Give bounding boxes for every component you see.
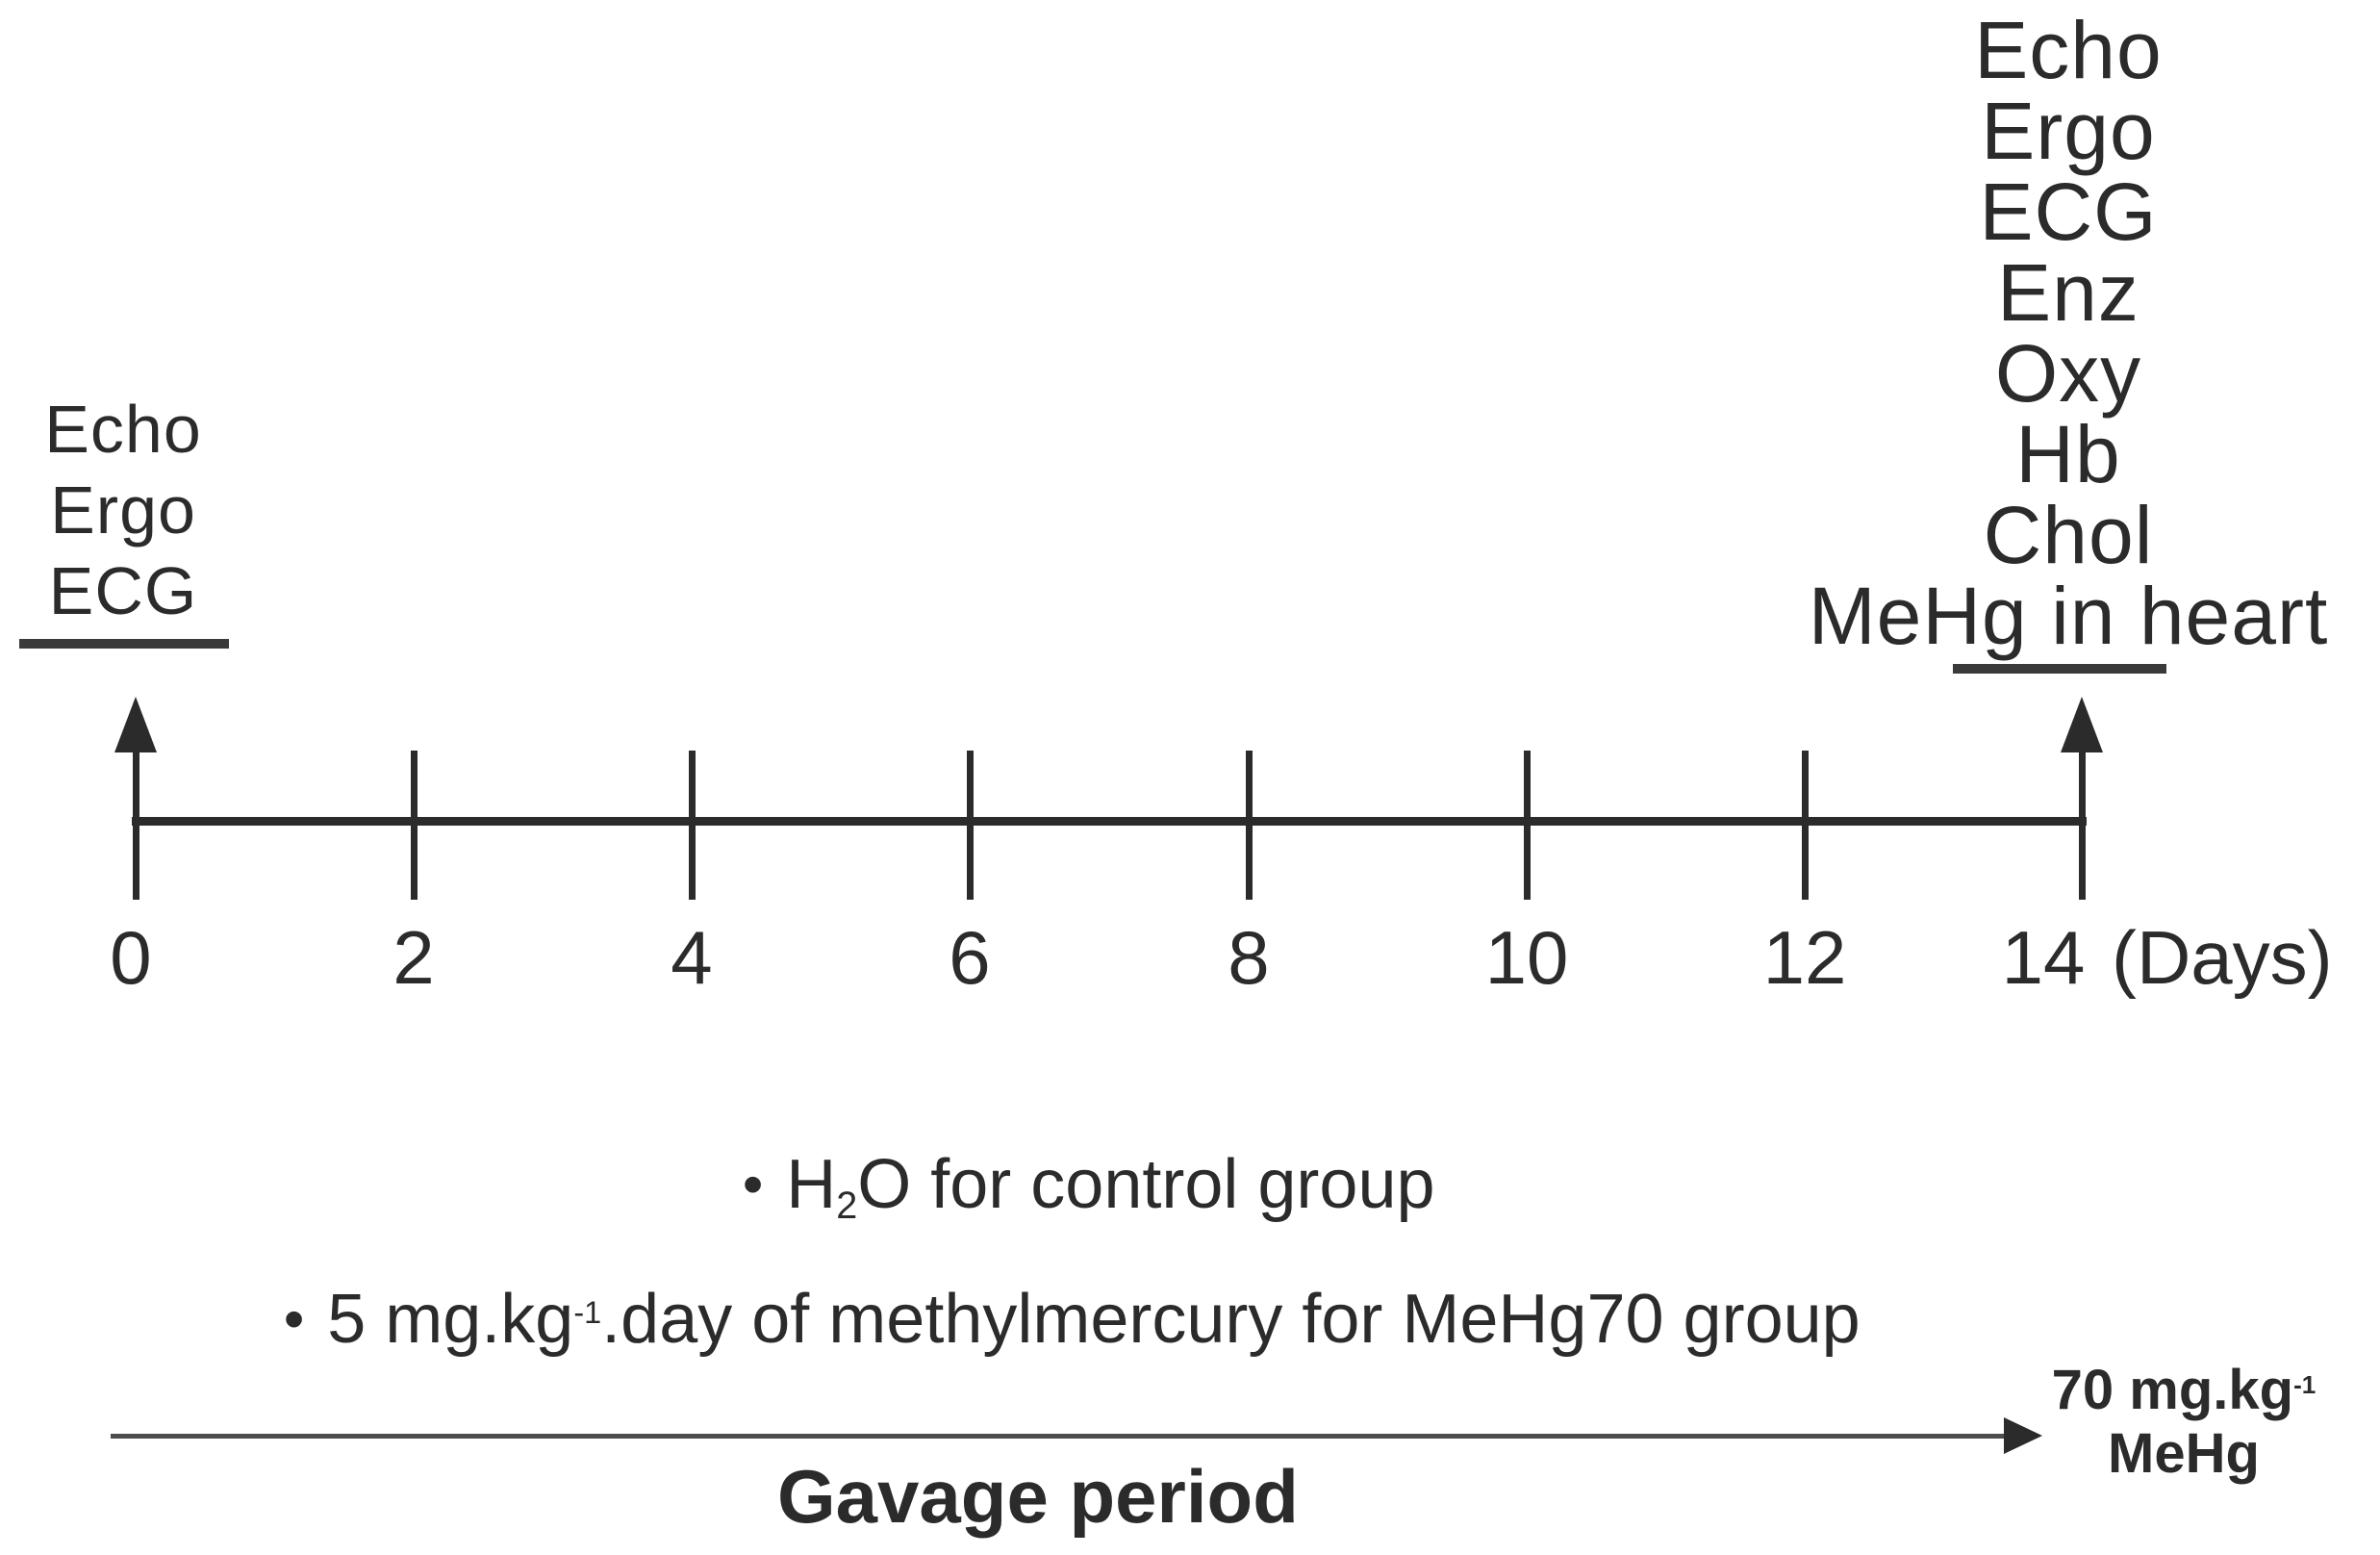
assessment-label: ECG xyxy=(1979,166,2158,257)
up-arrow-icon xyxy=(114,697,157,752)
bullet-icon: • xyxy=(283,1287,305,1353)
tick-label-12: 12 xyxy=(1762,915,1847,1000)
assessment-label: Echo xyxy=(44,392,202,467)
subscript: 2 xyxy=(836,1185,858,1228)
tick-day-4 xyxy=(689,751,696,900)
assessment-label: ECG xyxy=(48,553,198,628)
tick-day-12 xyxy=(1802,751,1810,900)
control-group-text: H2O for control group xyxy=(786,1146,1435,1228)
tick-label-8: 8 xyxy=(1228,915,1270,1000)
tick-label-14: 14 xyxy=(2001,915,2086,1000)
tick-label-0: 0 xyxy=(110,915,152,1000)
tick-label-6: 6 xyxy=(949,915,991,1000)
tick-day-6 xyxy=(967,751,975,900)
tick-day-10 xyxy=(1524,751,1531,900)
mehg-group-bullet: • 5 mg.kg-1.day of methylmercury for MeHg… xyxy=(282,1281,1861,1358)
gavage-period-label: Gavage period xyxy=(777,1454,1299,1539)
axis-unit-label: (Days) xyxy=(2112,915,2333,1000)
mehg-group-text: 5 mg.kg-1.day of methylmercury for MeHg7… xyxy=(327,1281,1861,1358)
tick-label-2: 2 xyxy=(392,915,435,1000)
dose-line-2: MeHg xyxy=(2108,1422,2260,1486)
final-assessments: Echo Ergo ECG Enz Oxy Hb Chol MeHg in he… xyxy=(1741,10,2380,656)
superscript: -1 xyxy=(573,1294,602,1330)
assessment-label: Hb xyxy=(2015,409,2121,499)
superscript: -1 xyxy=(2293,1370,2317,1399)
baseline-assessments: Echo Ergo ECG xyxy=(17,389,229,631)
timeline-axis xyxy=(132,817,2087,826)
up-arrow-icon xyxy=(2061,697,2103,752)
assessment-label: Ergo xyxy=(50,472,196,548)
day14-arrow-shaft xyxy=(2078,743,2086,900)
assessment-label: Echo xyxy=(1974,5,2163,95)
final-dose-label: 70 mg.kg-1 MeHg xyxy=(2039,1353,2328,1486)
right-arrow-icon xyxy=(2004,1417,2042,1454)
final-underline xyxy=(1953,664,2166,674)
assessment-label: Ergo xyxy=(1981,86,2156,176)
bullet-icon: • xyxy=(742,1152,764,1218)
tick-label-4: 4 xyxy=(671,915,713,1000)
tick-label-10: 10 xyxy=(1484,915,1569,1000)
control-group-bullet: • H2O for control group xyxy=(741,1146,1435,1228)
tick-day-2 xyxy=(410,751,418,900)
assessment-label: Oxy xyxy=(1994,328,2142,419)
assessment-label: Chol xyxy=(1983,490,2154,580)
gavage-arrow-line xyxy=(111,1434,2004,1439)
baseline-underline xyxy=(19,639,229,649)
assessment-label: Enz xyxy=(1997,247,2139,338)
day0-arrow-shaft xyxy=(132,743,139,900)
tick-day-8 xyxy=(1245,751,1253,900)
assessment-label: MeHg in heart xyxy=(1808,571,2329,661)
dose-line-1: 70 mg.kg-1 xyxy=(2051,1359,2317,1422)
